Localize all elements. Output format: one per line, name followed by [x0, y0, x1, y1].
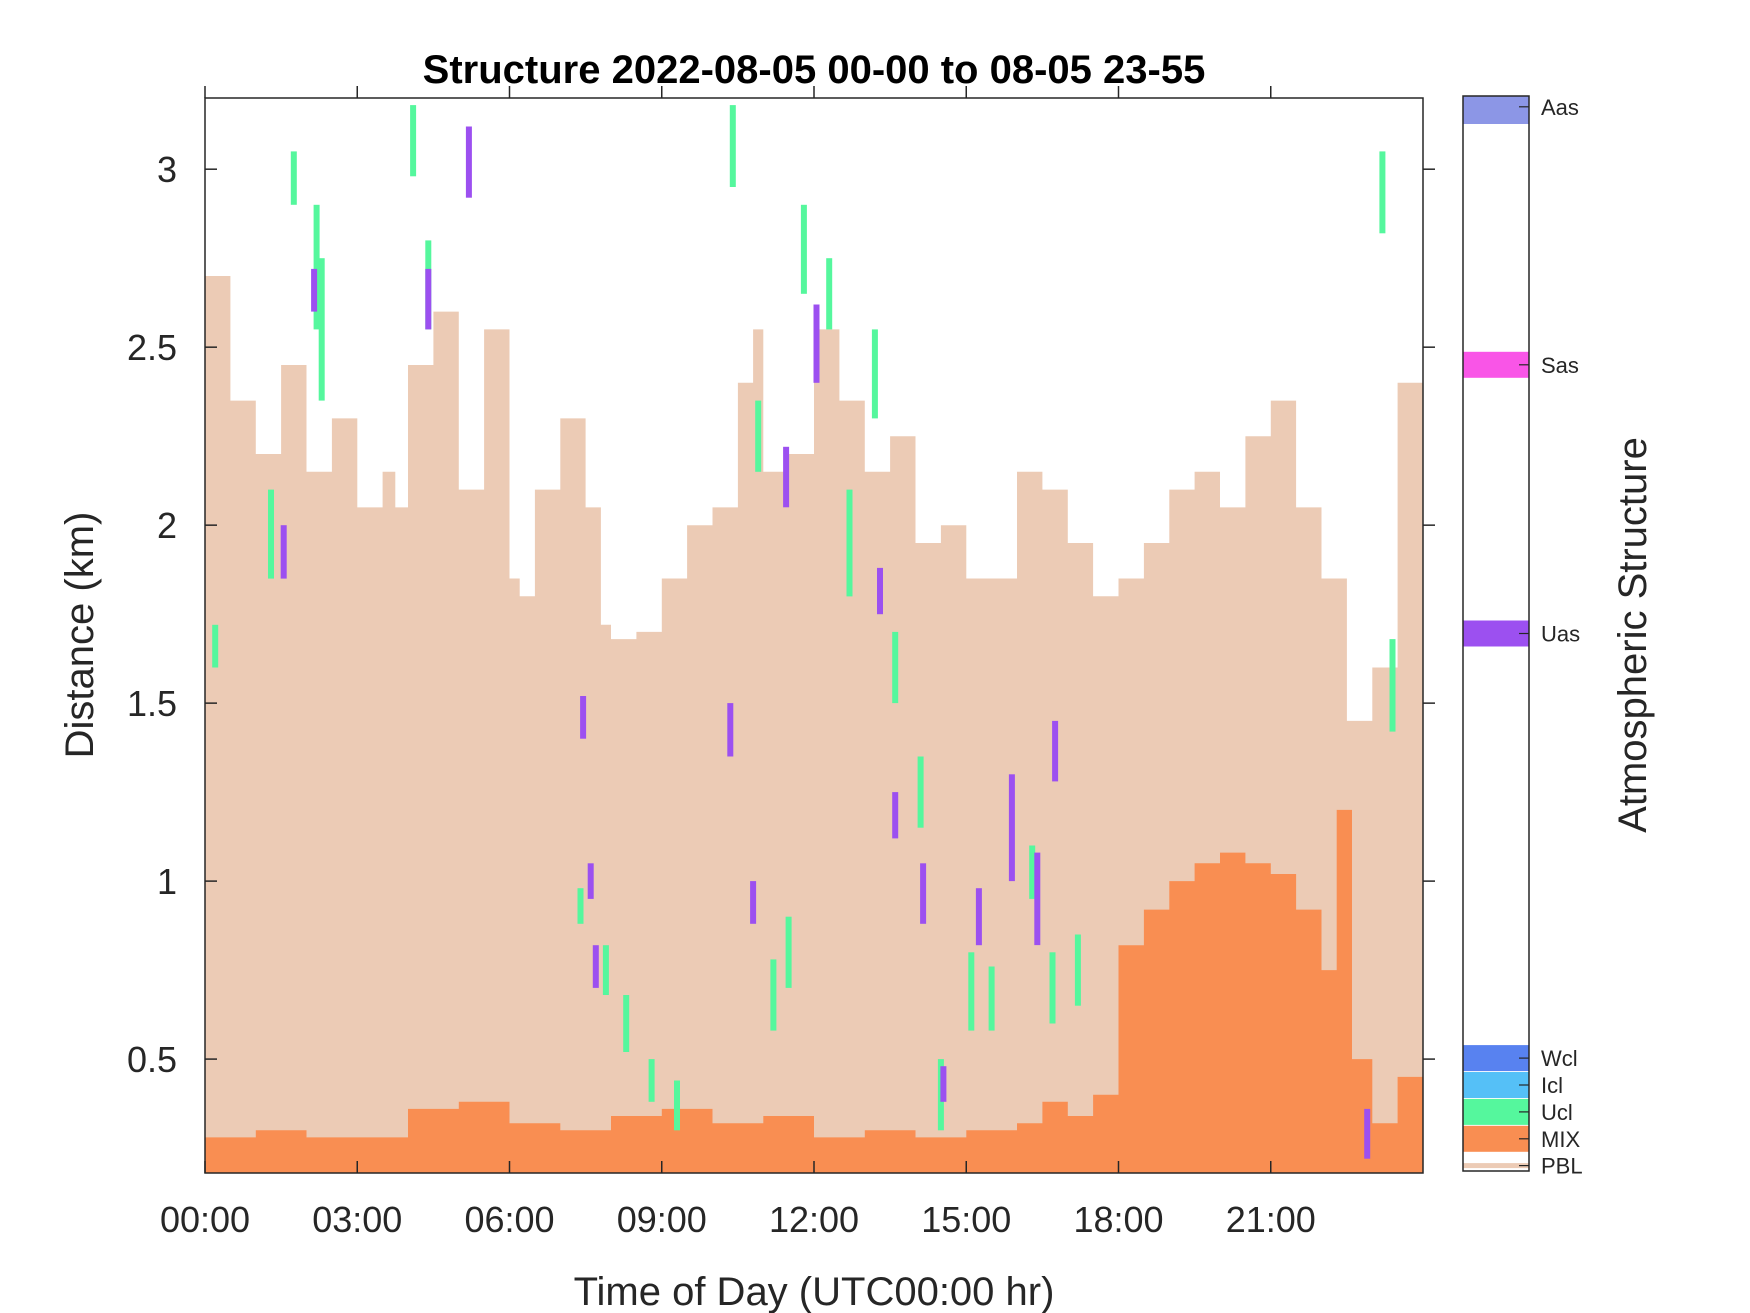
series-ucl-segment [674, 1080, 680, 1131]
series-ucl-segment [846, 489, 853, 597]
y-tick-label: 1 [157, 861, 177, 902]
x-tick-label: 06:00 [464, 1199, 554, 1240]
series-mix-area [205, 809, 1423, 1173]
colorbar-tick-label: Wcl [1541, 1046, 1578, 1071]
series-uas-segment [425, 268, 432, 330]
colorbar-swatch-wcl [1463, 1045, 1529, 1072]
series-uas-segment [587, 863, 594, 899]
colorbar-swatch-ucl [1463, 1098, 1529, 1125]
series-ucl-segment [871, 329, 878, 419]
series-uas-segment [280, 525, 287, 579]
series-ucl-segment [770, 959, 777, 1031]
series-uas-segment [975, 888, 982, 946]
chart-title: Structure 2022-08-05 00-00 to 08-05 23-5… [423, 48, 1206, 92]
series-ucl-segment [785, 916, 792, 988]
series-ucl-segment [917, 756, 924, 828]
series-ucl-segment [729, 105, 736, 187]
series-ucl-segment [1049, 952, 1056, 1024]
series-ucl-segment [268, 489, 274, 579]
series-ucl-segment [290, 151, 297, 205]
colorbar-label: Atmospheric Structure [1611, 437, 1655, 833]
series-uas-segment [592, 945, 599, 988]
series-ucl-segment [212, 624, 219, 668]
series-uas-segment [311, 268, 318, 312]
series-ucl-segment [577, 888, 584, 924]
series-ucl-segment [800, 204, 807, 294]
colorbar-tick-label: Uas [1541, 622, 1580, 647]
colorbar-tick-label: Ucl [1541, 1100, 1573, 1125]
series-ucl-segment [602, 945, 609, 995]
x-tick-label: 00:00 [160, 1199, 250, 1240]
colorbar-swatch-icl [1463, 1072, 1529, 1098]
series-uas-segment [813, 304, 820, 383]
series-ucl-segment [1074, 934, 1081, 1006]
colorbar-tick-label: Sas [1541, 353, 1579, 378]
series-ucl-segment [1379, 151, 1386, 234]
y-tick-label: 0.5 [127, 1039, 177, 1080]
colorbar-frame [1462, 95, 1530, 1172]
series-uas-segment [920, 863, 927, 924]
series-ucl-segment [755, 400, 762, 472]
data-layer [205, 105, 1423, 1173]
x-axis: 00:00 03:00 06:00 09:00 12:00 15:00 18:00 21:00 [160, 86, 1316, 1240]
colorbar-swatch-mix [1463, 1125, 1529, 1152]
series-ucl-segment [968, 952, 975, 1031]
colorbar-swatch-aas [1463, 96, 1529, 124]
series-uas-segment [892, 792, 899, 839]
series-uas-segment [1052, 720, 1059, 782]
series-uas-segment [580, 696, 587, 739]
x-tick-label: 09:00 [617, 1199, 707, 1240]
x-tick-label: 15:00 [921, 1199, 1011, 1240]
series-uas-segment [1034, 852, 1041, 946]
series-ucl-segment [410, 105, 417, 177]
colorbar-tick-label: PBL [1541, 1154, 1583, 1179]
x-tick-label: 18:00 [1073, 1199, 1163, 1240]
colorbar-tick-label: MIX [1541, 1127, 1580, 1152]
series-ucl-segment [313, 204, 320, 330]
y-tick-label: 2 [157, 505, 177, 546]
series-ucl-segment [988, 966, 995, 1031]
series-uas-segment [465, 126, 472, 198]
series-ucl-segment [318, 258, 325, 401]
series-ucl-segment [623, 995, 630, 1052]
colorbar-tick-label: Aas [1541, 95, 1579, 120]
y-axis-label: Distance (km) [58, 512, 102, 759]
colorbar-swatch-uas [1463, 620, 1529, 647]
series-ucl-segment [1029, 845, 1036, 899]
series-uas-segment [940, 1066, 947, 1102]
x-tick-label: 21:00 [1226, 1199, 1316, 1240]
series-ucl-segment [892, 631, 899, 704]
colorbar-swatch-pbl [1463, 1163, 1529, 1169]
series-uas-segment [877, 567, 883, 615]
series-uas-segment [1008, 774, 1015, 882]
y-axis: 0.5 1 1.5 2 2.5 3 [127, 149, 1435, 1080]
series-ucl-segment [1389, 639, 1396, 732]
x-tick-label: 12:00 [769, 1199, 859, 1240]
series-uas-segment [1364, 1108, 1371, 1159]
x-tick-label: 03:00 [312, 1199, 402, 1240]
x-axis-label: Time of Day (UTC00:00 hr) [574, 1270, 1055, 1313]
y-tick-label: 3 [157, 149, 177, 190]
series-uas-segment [783, 446, 790, 508]
series-ucl-segment [648, 1059, 655, 1102]
colorbar-swatch-sas [1463, 351, 1529, 378]
series-uas-segment [750, 881, 757, 924]
colorbar-tick-label: Icl [1541, 1073, 1563, 1098]
y-tick-label: 2.5 [127, 327, 177, 368]
series-uas-segment [727, 703, 734, 757]
y-tick-label: 1.5 [127, 683, 177, 724]
series-ucl-segment [826, 258, 833, 330]
